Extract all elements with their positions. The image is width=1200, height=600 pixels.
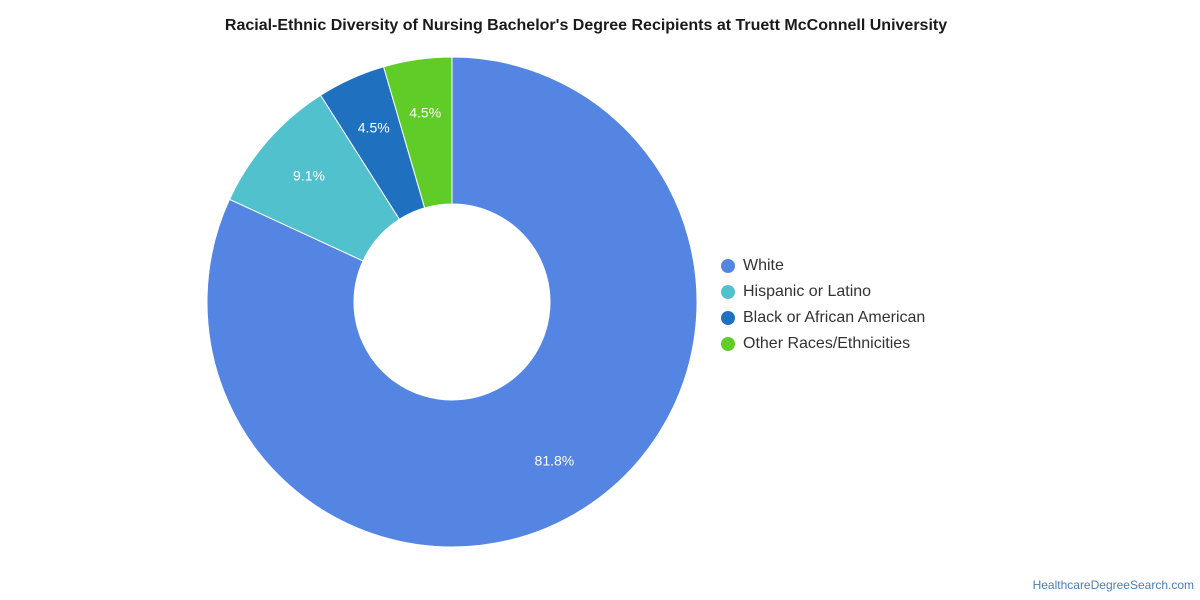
- chart-title: Racial-Ethnic Diversity of Nursing Bache…: [224, 17, 948, 34]
- legend-swatch-black-or-african-american: [721, 311, 735, 325]
- legend-item-white[interactable]: White: [721, 253, 925, 279]
- legend-swatch-white: [721, 259, 735, 273]
- slice-label-white: 81.8%: [535, 453, 575, 469]
- legend-label-white: White: [743, 257, 784, 274]
- legend-item-hispanic-or-latino[interactable]: Hispanic or Latino: [721, 279, 925, 305]
- legend-swatch-hispanic-or-latino: [721, 285, 735, 299]
- legend: White Hispanic or Latino Black or African …: [721, 253, 925, 357]
- slice-label-other-races-ethnicities: 4.5%: [409, 105, 441, 121]
- legend-label-other-races-ethnicities: Other Races/Ethnicities: [743, 335, 911, 352]
- legend-item-black-or-african-american[interactable]: Black or African American: [721, 305, 925, 331]
- legend-label-hispanic-or-latino: Hispanic or Latino: [743, 283, 872, 300]
- slice-label-hispanic-or-latino: 9.1%: [293, 168, 325, 184]
- legend-label-black-or-african-american: Black or African American: [743, 309, 926, 326]
- legend-item-other-races-ethnicities[interactable]: Other Races/Ethnicities: [721, 331, 925, 357]
- slice-label-black-or-african-american: 4.5%: [358, 120, 390, 136]
- legend-swatch-other-races-ethnicities: [721, 337, 735, 351]
- slice-other-races-ethnicities[interactable]: [382, 56, 453, 209]
- source-link[interactable]: HealthcareDegreeSearch.com: [1032, 578, 1194, 592]
- slice-white[interactable]: [206, 56, 698, 548]
